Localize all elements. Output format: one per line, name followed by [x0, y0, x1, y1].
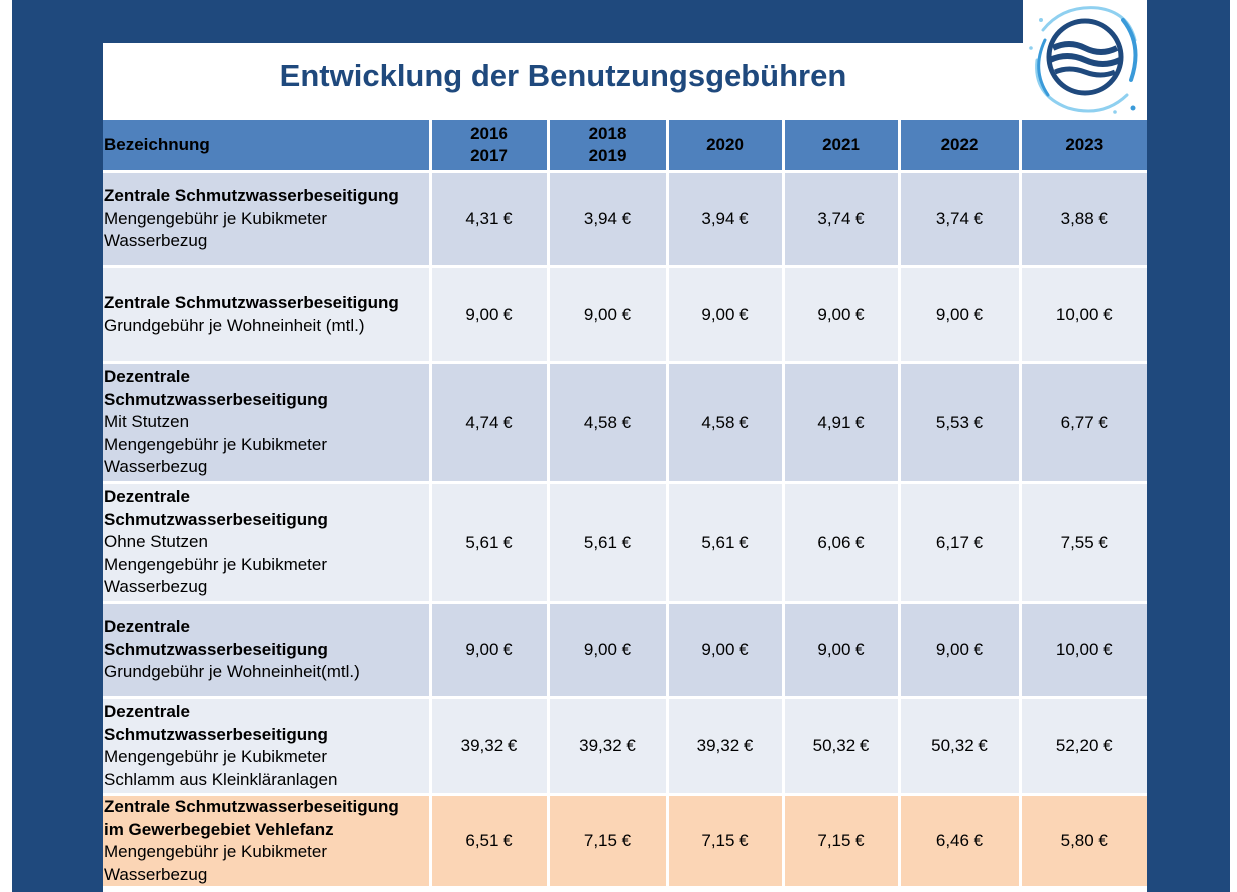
fee-value: 6,77 €: [1020, 362, 1147, 484]
header-year: 2016 2017: [430, 120, 550, 173]
fee-value: 9,00 €: [548, 266, 669, 364]
fee-value: 5,61 €: [667, 482, 785, 604]
fee-value: 10,00 €: [1020, 266, 1147, 364]
header-bezeichnung: Bezeichnung: [103, 120, 432, 173]
row-description: Wasserbezug: [104, 577, 208, 597]
row-title: Schmutzwasserbeseitigung: [104, 639, 328, 659]
fee-value: 5,53 €: [899, 362, 1022, 484]
table-header-row: Bezeichnung 2016 2017 2018 2019 2020 2021 …: [103, 120, 1147, 173]
fee-value: 9,00 €: [783, 266, 901, 364]
fee-value: 9,00 €: [430, 602, 550, 699]
fee-value: 5,61 €: [430, 482, 550, 604]
frame-left: [12, 0, 103, 892]
fee-value: 7,15 €: [783, 794, 901, 889]
row-title: Zentrale Schmutzwasserbeseitigung: [104, 186, 399, 206]
row-label: Zentrale Schmutzwasserbeseitigung Mengeng…: [103, 171, 432, 268]
row-title: Dezentrale: [104, 702, 190, 721]
row-title: im Gewerbegebiet Vehlefanz: [104, 819, 334, 839]
row-title: Schmutzwasserbeseitigung: [104, 724, 328, 744]
row-label: Dezentrale Schmutzwasserbeseitigung Mit St…: [103, 362, 432, 484]
frame-right: [1147, 0, 1230, 892]
table-row: Dezentrale Schmutzwasserbeseitigung Mengen…: [103, 697, 1147, 796]
header-year: 2020: [667, 120, 785, 173]
row-title: Zentrale Schmutzwasserbeseitigung: [104, 797, 399, 816]
fee-value: 7,15 €: [548, 794, 669, 889]
logo: [1023, 0, 1147, 120]
fee-value: 4,91 €: [783, 362, 901, 484]
fee-value: 3,88 €: [1020, 171, 1147, 268]
header-year: 2021: [783, 120, 901, 173]
fee-value: 6,17 €: [899, 482, 1022, 604]
fee-value: 9,00 €: [430, 266, 550, 364]
row-title: Dezentrale: [104, 617, 190, 637]
table-row: Zentrale Schmutzwasserbeseitigung im Gewe…: [103, 794, 1147, 889]
table-row: Dezentrale Schmutzwasserbeseitigung Mit St…: [103, 362, 1147, 484]
row-description: Mengengebühr je Kubikmeter: [104, 747, 328, 766]
row-title: Schmutzwasserbeseitigung: [104, 389, 328, 409]
fee-value: 4,58 €: [548, 362, 669, 484]
row-description: Ohne Stutzen: [104, 532, 208, 552]
row-label: Dezentrale Schmutzwasserbeseitigung Mengen…: [103, 697, 432, 796]
header-year: 2018 2019: [548, 120, 669, 173]
fee-value: 6,51 €: [430, 794, 550, 889]
row-label: Zentrale Schmutzwasserbeseitigung im Gewe…: [103, 794, 432, 889]
row-description: Mengengebühr je Kubikmeter: [104, 434, 328, 454]
row-description: Wasserbezug: [104, 231, 208, 251]
header-year: 2022: [899, 120, 1022, 173]
row-description: Mengengebühr je Kubikmeter: [104, 554, 328, 574]
fee-value: 3,94 €: [667, 171, 785, 268]
table-row: Zentrale Schmutzwasserbeseitigung Mengeng…: [103, 171, 1147, 268]
table-row: Dezentrale Schmutzwasserbeseitigung Ohne S…: [103, 482, 1147, 604]
fee-value: 9,00 €: [899, 602, 1022, 699]
row-title: Dezentrale: [104, 487, 190, 507]
fee-value: 50,32 €: [783, 697, 901, 796]
fee-value: 4,74 €: [430, 362, 550, 484]
row-label: Dezentrale Schmutzwasserbeseitigung Grundg…: [103, 602, 432, 699]
fee-value: 9,00 €: [667, 602, 785, 699]
fee-value: 9,00 €: [899, 266, 1022, 364]
fee-value: 9,00 €: [548, 602, 669, 699]
row-label: Dezentrale Schmutzwasserbeseitigung Ohne S…: [103, 482, 432, 604]
row-description: Mit Stutzen: [104, 412, 190, 432]
table-row: Dezentrale Schmutzwasserbeseitigung Grundg…: [103, 602, 1147, 699]
table-row: Zentrale Schmutzwasserbeseitigung Grundge…: [103, 266, 1147, 364]
row-title: Zentrale Schmutzwasserbeseitigung: [104, 293, 399, 312]
fee-value: 10,00 €: [1020, 602, 1147, 699]
fee-value: 4,58 €: [667, 362, 785, 484]
row-label: Zentrale Schmutzwasserbeseitigung Grundge…: [103, 266, 432, 364]
fee-value: 6,06 €: [783, 482, 901, 604]
row-description: Mengengebühr je Kubikmeter: [104, 208, 328, 228]
row-title: Dezentrale: [104, 367, 190, 387]
fee-value: 39,32 €: [548, 697, 669, 796]
fee-value: 50,32 €: [899, 697, 1022, 796]
row-description: Schlamm aus Kleinkläranlagen: [104, 769, 338, 789]
fee-value: 6,46 €: [899, 794, 1022, 889]
row-title: Schmutzwasserbeseitigung: [104, 509, 328, 529]
fee-value: 9,00 €: [783, 602, 901, 699]
fee-table: Bezeichnung 2016 2017 2018 2019 2020 2021 …: [103, 120, 1147, 889]
fee-value: 7,55 €: [1020, 482, 1147, 604]
row-description: Grundgebühr je Wohneinheit(mtl.): [104, 662, 360, 682]
row-description: Grundgebühr je Wohneinheit (mtl.): [104, 315, 365, 335]
row-description: Mengengebühr je Kubikmeter: [104, 842, 328, 861]
row-description: Wasserbezug: [104, 864, 208, 884]
row-description: Wasserbezug: [104, 457, 208, 477]
fee-value: 4,31 €: [430, 171, 550, 268]
header-year: 2023: [1020, 120, 1147, 173]
fee-value: 3,74 €: [783, 171, 901, 268]
fee-value: 5,61 €: [548, 482, 669, 604]
fee-value: 9,00 €: [667, 266, 785, 364]
fee-value: 39,32 €: [430, 697, 550, 796]
fee-value: 3,94 €: [548, 171, 669, 268]
fee-value: 7,15 €: [667, 794, 785, 889]
fee-value: 39,32 €: [667, 697, 785, 796]
page-title: Entwicklung der Benutzungsgebühren: [279, 58, 847, 93]
fee-value: 5,80 €: [1020, 794, 1147, 889]
fee-value: 3,74 €: [899, 171, 1022, 268]
fee-value: 52,20 €: [1020, 697, 1147, 796]
frame-top: [103, 0, 1023, 43]
water-splash-logo-icon: [1029, 6, 1138, 114]
